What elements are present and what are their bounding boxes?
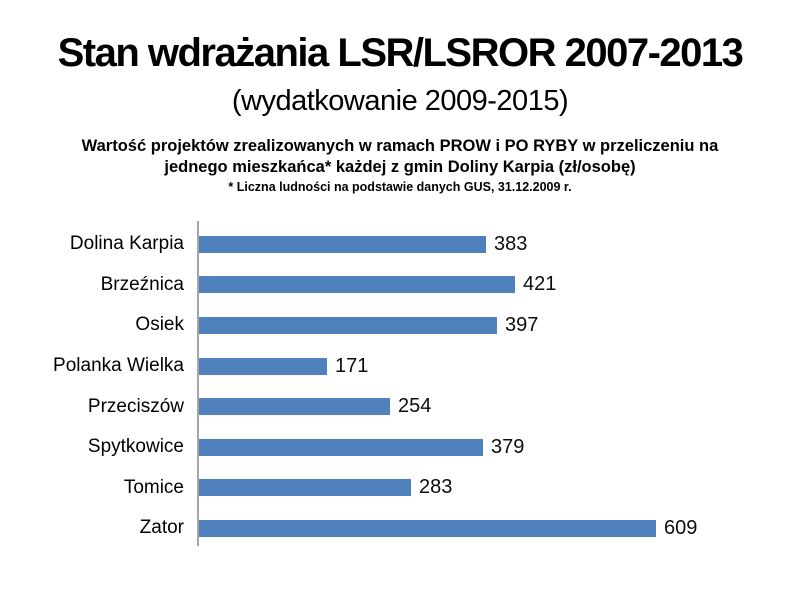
- page-subtitle: (wydatkowanie 2009-2015): [231, 85, 569, 117]
- chart-row: Tomice 283: [0, 468, 800, 509]
- chart-title: Wartość projektów zrealizowanych w ramac…: [0, 136, 800, 178]
- category-label: Osiek: [135, 314, 184, 336]
- chart-title-line-2: jednego mieszkańca* każdej z gmin Doliny…: [164, 158, 636, 176]
- chart-row: Brzeźnica 421: [0, 265, 800, 306]
- chart-row: Spytkowice 379: [0, 427, 800, 468]
- value-label: 379: [491, 435, 525, 458]
- bar: [199, 438, 483, 456]
- value-label: 421: [523, 273, 557, 296]
- bar-area: 283: [197, 476, 800, 499]
- category-label: Brzeźnica: [100, 273, 184, 295]
- bar: [199, 519, 656, 537]
- bar-area: 254: [197, 395, 800, 418]
- chart-footnote: * Liczna ludności na podstawie danych GU…: [228, 180, 572, 194]
- category-label: Przeciszów: [87, 395, 184, 417]
- chart-row: Zator 609: [0, 508, 800, 549]
- chart-title-line-1: Wartość projektów zrealizowanych w ramac…: [81, 137, 719, 155]
- value-label: 283: [419, 476, 453, 499]
- value-label: 383: [494, 232, 528, 255]
- chart-row: Osiek 397: [0, 305, 800, 346]
- category-label: Tomice: [123, 476, 184, 498]
- bar: [199, 479, 411, 497]
- bar: [199, 398, 390, 416]
- value-label: 171: [335, 354, 369, 377]
- value-label: 254: [398, 395, 432, 418]
- value-label: 609: [664, 516, 698, 539]
- bar-area: 379: [197, 436, 800, 459]
- category-label: Polanka Wielka: [53, 355, 184, 377]
- category-label: Dolina Karpia: [69, 233, 184, 255]
- bar-area: 421: [197, 273, 800, 296]
- chart-row: Przeciszów 254: [0, 386, 800, 427]
- chart-row: Polanka Wielka 171: [0, 346, 800, 387]
- bar: [199, 235, 486, 253]
- bar-chart: Dolina Karpia 383 Brzeźnica 421 Osiek 397 Pola…: [0, 221, 800, 556]
- y-axis-line: [197, 221, 199, 546]
- chart-rows: Dolina Karpia 383 Brzeźnica 421 Osiek 397 Pola…: [0, 224, 800, 549]
- bar: [199, 316, 497, 334]
- bar: [199, 276, 515, 294]
- bar-area: 171: [197, 355, 800, 378]
- bar-area: 383: [197, 233, 800, 256]
- page-title: Stan wdrażania LSR/LSROR 2007-2013: [57, 31, 744, 75]
- bar-area: 397: [197, 314, 800, 337]
- category-label: Zator: [139, 517, 184, 539]
- category-label: Spytkowice: [87, 436, 184, 458]
- chart-row: Dolina Karpia 383: [0, 224, 800, 265]
- value-label: 397: [505, 313, 539, 336]
- bar: [199, 357, 327, 375]
- bar-area: 609: [197, 517, 800, 540]
